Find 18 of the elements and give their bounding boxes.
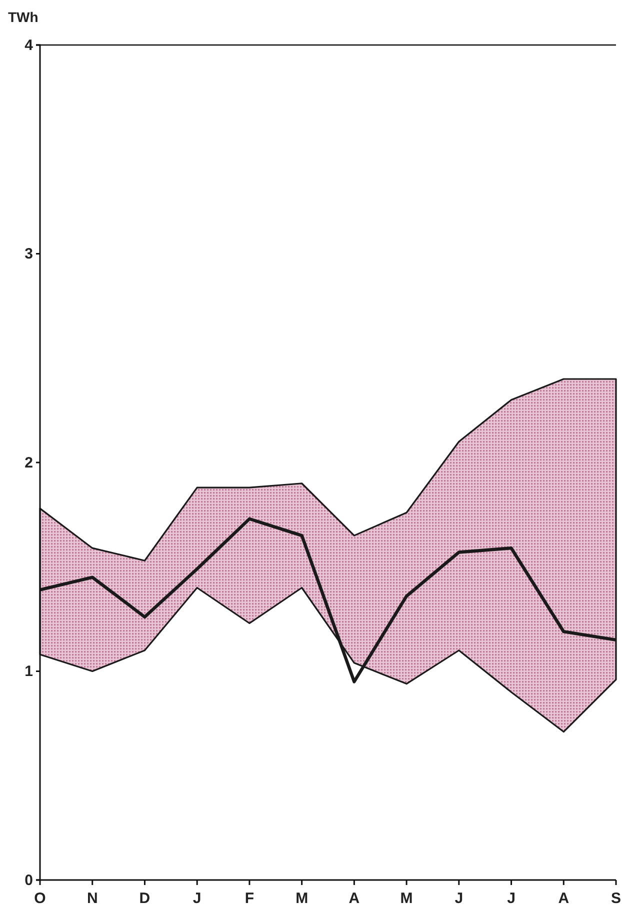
y-tick-label: 1 xyxy=(24,663,33,680)
x-tick-label: S xyxy=(610,890,622,907)
y-tick-label: 2 xyxy=(24,454,33,472)
x-tick-label: J xyxy=(507,890,516,907)
x-tick-label: A xyxy=(348,890,360,907)
x-tick-label: A xyxy=(558,890,570,907)
y-tick-label: 4 xyxy=(24,36,34,54)
x-tick-label: F xyxy=(244,890,254,907)
y-tick-label: 3 xyxy=(24,246,33,263)
x-tick-label: O xyxy=(34,890,46,907)
x-tick-label: D xyxy=(139,890,150,907)
y-tick-label: 0 xyxy=(24,872,33,889)
x-tick-label: N xyxy=(86,890,98,907)
x-tick-label: M xyxy=(296,890,308,907)
x-tick-label: J xyxy=(454,890,464,907)
x-tick-label: M xyxy=(400,890,413,907)
y-axis-title: TWh xyxy=(8,9,38,25)
x-tick-label: J xyxy=(192,890,202,907)
